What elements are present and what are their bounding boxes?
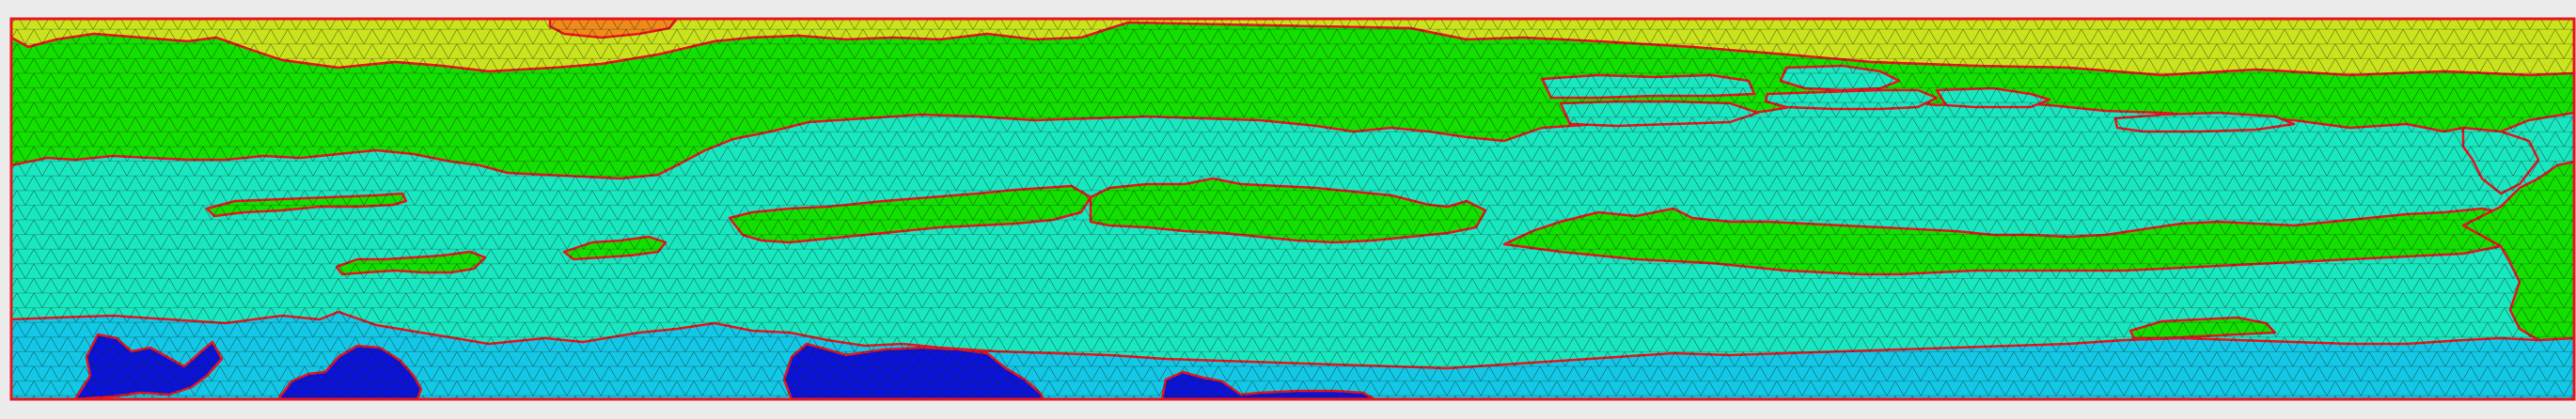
- domain-frame: [9, 17, 2576, 401]
- mesh-grid: [11, 19, 2574, 399]
